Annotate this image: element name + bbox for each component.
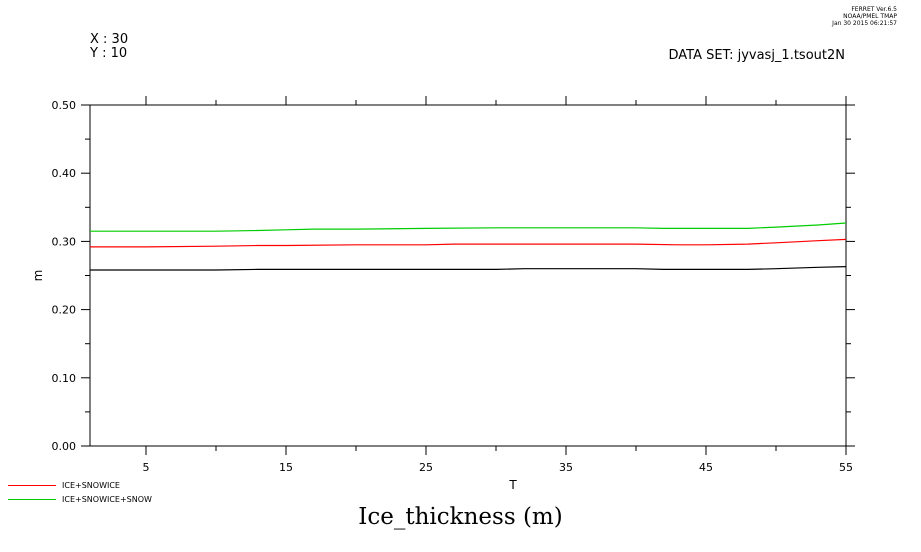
y-tick-label: 0.30 bbox=[52, 235, 77, 248]
y-tick-label: 0.10 bbox=[52, 372, 77, 385]
x-tick-label: 35 bbox=[559, 461, 573, 474]
y-tick-label: 0.00 bbox=[52, 440, 77, 453]
x-axis-label: T bbox=[508, 478, 517, 492]
y-tick-label: 0.20 bbox=[52, 304, 77, 317]
ferret-line: Jan 30 2015 06:21:57 bbox=[832, 20, 897, 27]
y-tick-label: 0.40 bbox=[52, 167, 77, 180]
chart-title: Ice_thickness (m) bbox=[358, 504, 563, 530]
series-line-0 bbox=[90, 266, 847, 271]
x-tick-label: 5 bbox=[143, 461, 150, 474]
ferret-version-stamp: FERRET Ver.6.5 NOAA/PMEL TMAP Jan 30 201… bbox=[832, 6, 897, 27]
coord-x: X : 30 bbox=[90, 32, 129, 47]
series-line-2 bbox=[90, 222, 847, 232]
legend-swatch-green bbox=[8, 498, 56, 500]
legend-label: ICE+SNOWICE+SNOW bbox=[62, 494, 152, 504]
legend-entry: ICE+SNOWICE bbox=[8, 478, 152, 492]
ferret-line: FERRET Ver.6.5 bbox=[851, 6, 897, 13]
y-tick-label: 0.50 bbox=[52, 99, 77, 112]
legend-swatch-red bbox=[8, 484, 56, 486]
coordinate-readout: X : 30 Y : 10 bbox=[90, 33, 128, 61]
x-tick-label: 15 bbox=[279, 461, 293, 474]
dataset-label: DATA SET: jyvasj_1.tsout2N bbox=[668, 48, 845, 63]
ferret-line: NOAA/PMEL TMAP bbox=[843, 13, 897, 20]
x-tick-label: 45 bbox=[699, 461, 713, 474]
plot-frame bbox=[89, 104, 847, 447]
legend: ICE+SNOWICE ICE+SNOWICE+SNOW bbox=[8, 478, 152, 506]
legend-label: ICE+SNOWICE bbox=[62, 480, 120, 490]
y-axis-label: m bbox=[31, 270, 45, 282]
legend-entry: ICE+SNOWICE+SNOW bbox=[8, 492, 152, 506]
x-tick-label: 55 bbox=[839, 461, 853, 474]
x-tick-label: 25 bbox=[419, 461, 433, 474]
coord-y: Y : 10 bbox=[90, 46, 128, 61]
series-line-1 bbox=[90, 238, 847, 248]
